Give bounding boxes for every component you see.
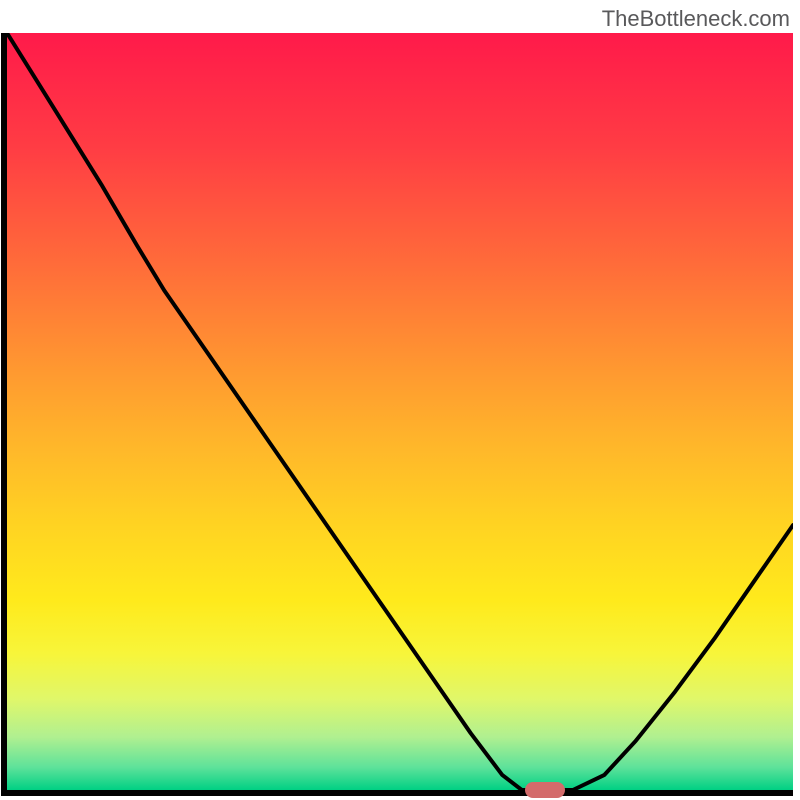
bottleneck-chart: TheBottleneck.com bbox=[0, 0, 800, 800]
watermark-text: TheBottleneck.com bbox=[602, 6, 790, 32]
axis-border bbox=[1, 33, 793, 796]
optimum-marker bbox=[525, 782, 565, 798]
